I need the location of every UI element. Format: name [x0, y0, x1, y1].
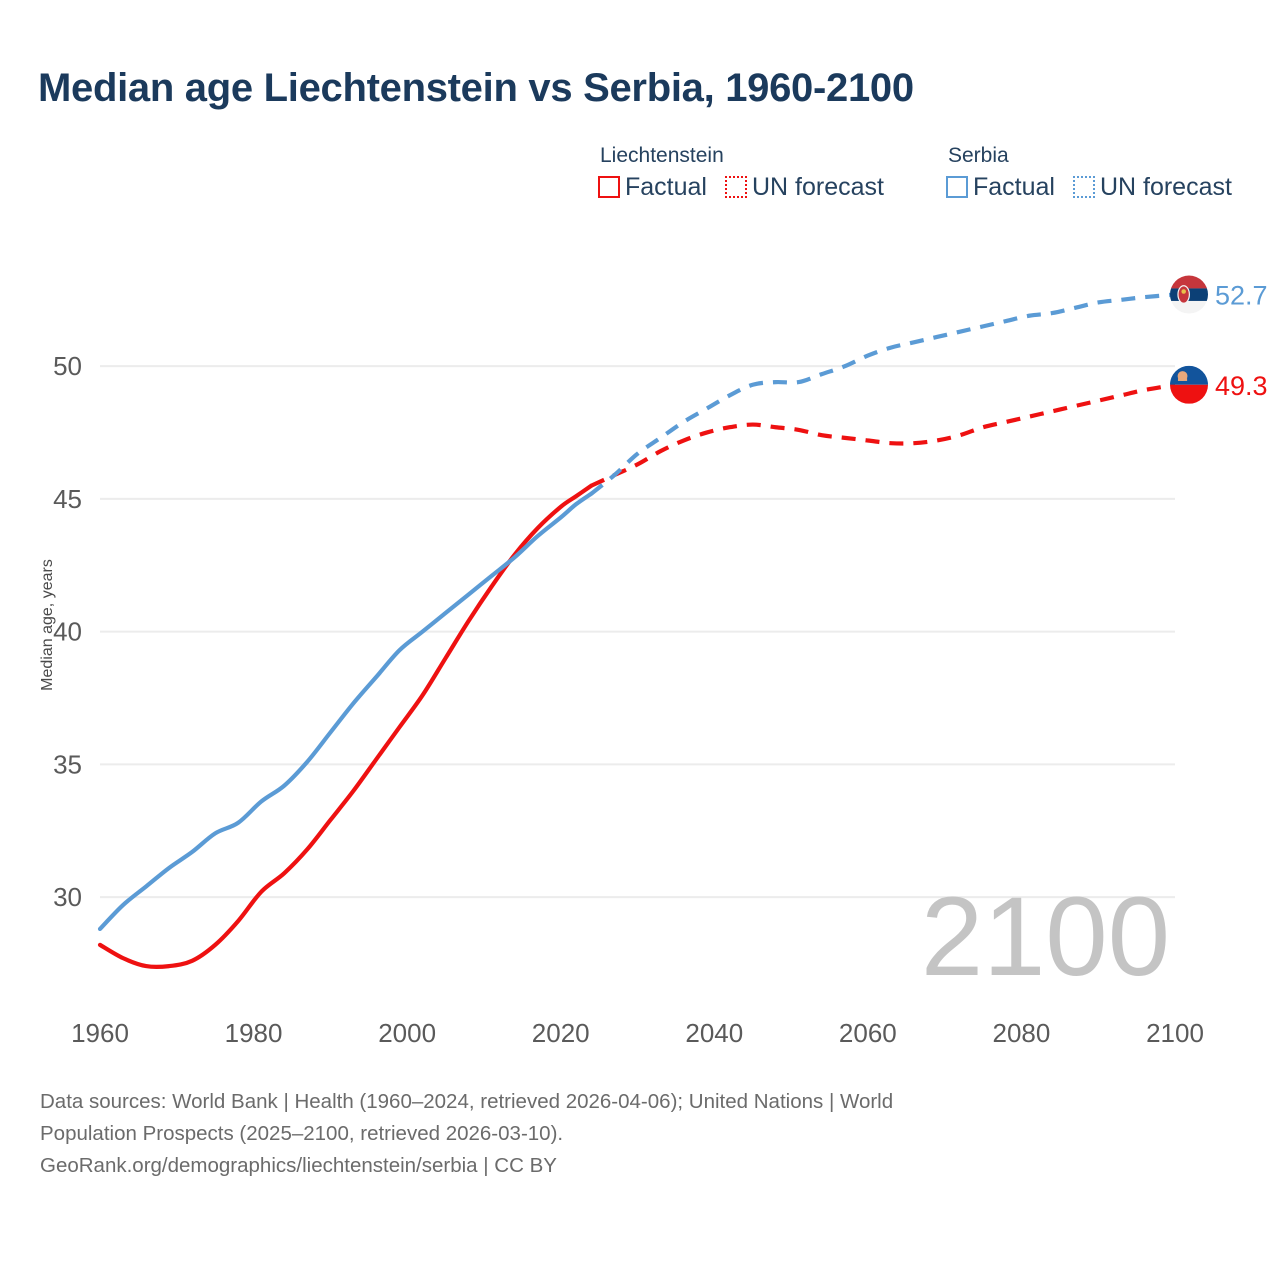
footer-attribution: GeoRank.org/demographics/liechtenstein/s…: [40, 1154, 557, 1177]
y-axis-title: Median age, years: [39, 559, 56, 691]
legend-item-liechtenstein-factual[interactable]: Factual: [598, 173, 707, 201]
series-liechtenstein-forecast: [590, 382, 1176, 488]
liechtenstein-flag-icon: [1170, 365, 1208, 404]
legend-label-liechtenstein-factual: Factual: [625, 173, 707, 201]
chart-x-tick-labels: 1960 1980 2000 2020 2040 2060 2080 2100: [71, 1018, 1204, 1048]
legend-items-liechtenstein: Factual UN forecast: [598, 173, 884, 201]
series-serbia-forecast: [590, 292, 1176, 496]
legend-items-serbia: Factual UN forecast: [945, 173, 1232, 201]
legend-label-serbia-forecast: UN forecast: [1099, 173, 1232, 201]
serbia-flag-icon: [1170, 275, 1208, 314]
x-tick-label-1960: 1960: [71, 1018, 129, 1048]
x-tick-label-2020: 2020: [532, 1018, 590, 1048]
footer-sources-line-2: Population Prospects (2025–2100, retriev…: [40, 1122, 564, 1145]
endpoint-value-liechtenstein: 49.3: [1215, 371, 1268, 401]
x-tick-label-2080: 2080: [993, 1018, 1051, 1048]
legend-swatch-solid-red-icon: [598, 176, 620, 198]
series-liechtenstein-factual: [97, 483, 594, 970]
series-serbia-factual: [97, 491, 594, 932]
x-tick-label-2000: 2000: [378, 1018, 436, 1048]
legend-swatch-dotted-red-icon: [724, 176, 747, 198]
chart-gridlines: [100, 365, 1175, 899]
chart-footer: Data sources: World Bank | Health (1960–…: [40, 1086, 1180, 1182]
legend-group-title-serbia: Serbia: [947, 144, 1009, 167]
legend-group-liechtenstein: Liechtenstein Factual UN forecast: [598, 143, 884, 201]
year-watermark: 2100: [921, 874, 1170, 999]
chart-endpoint-markers: 49.3 52.7: [1170, 275, 1268, 404]
legend-group-title-liechtenstein: Liechtenstein: [600, 144, 724, 167]
x-tick-label-2100: 2100: [1146, 1018, 1204, 1048]
x-tick-label-2040: 2040: [685, 1018, 743, 1048]
chart-plot-area: 30 35 40 45 50 1960 1980 2000 2020 2040 2060 2080 2…: [39, 275, 1268, 1048]
y-tick-label-45: 45: [53, 484, 82, 514]
x-tick-label-2060: 2060: [839, 1018, 897, 1048]
legend-group-serbia: Serbia Factual UN forecast: [945, 143, 1232, 201]
x-tick-label-1980: 1980: [225, 1018, 283, 1048]
y-tick-label-35: 35: [53, 749, 82, 779]
footer-sources-line-1: Data sources: World Bank | Health (1960–…: [40, 1090, 894, 1113]
y-tick-label-40: 40: [53, 617, 82, 647]
legend-label-liechtenstein-forecast: UN forecast: [751, 173, 884, 201]
chart-legend: Liechtenstein Factual UN forecast Serbia…: [598, 143, 1232, 201]
legend-swatch-solid-blue-icon: [945, 176, 968, 198]
legend-item-liechtenstein-forecast[interactable]: UN forecast: [724, 173, 884, 201]
y-tick-label-50: 50: [53, 351, 82, 381]
endpoint-value-serbia: 52.7: [1215, 281, 1268, 311]
chart-svg: 30 35 40 45 50 1960 1980 2000 2020 2040 2060 2080 2…: [39, 275, 1268, 1048]
page-title: Median age Liechtenstein vs Serbia, 1960…: [38, 66, 914, 110]
legend-item-serbia-factual[interactable]: Factual: [945, 173, 1055, 201]
legend-swatch-dotted-blue-icon: [1072, 176, 1095, 198]
chart-series-lines: [97, 292, 1176, 970]
y-tick-label-30: 30: [53, 882, 82, 912]
legend-item-serbia-forecast[interactable]: UN forecast: [1072, 173, 1232, 201]
chart-y-tick-labels: 30 35 40 45 50: [53, 351, 82, 912]
legend-label-serbia-factual: Factual: [972, 173, 1055, 201]
